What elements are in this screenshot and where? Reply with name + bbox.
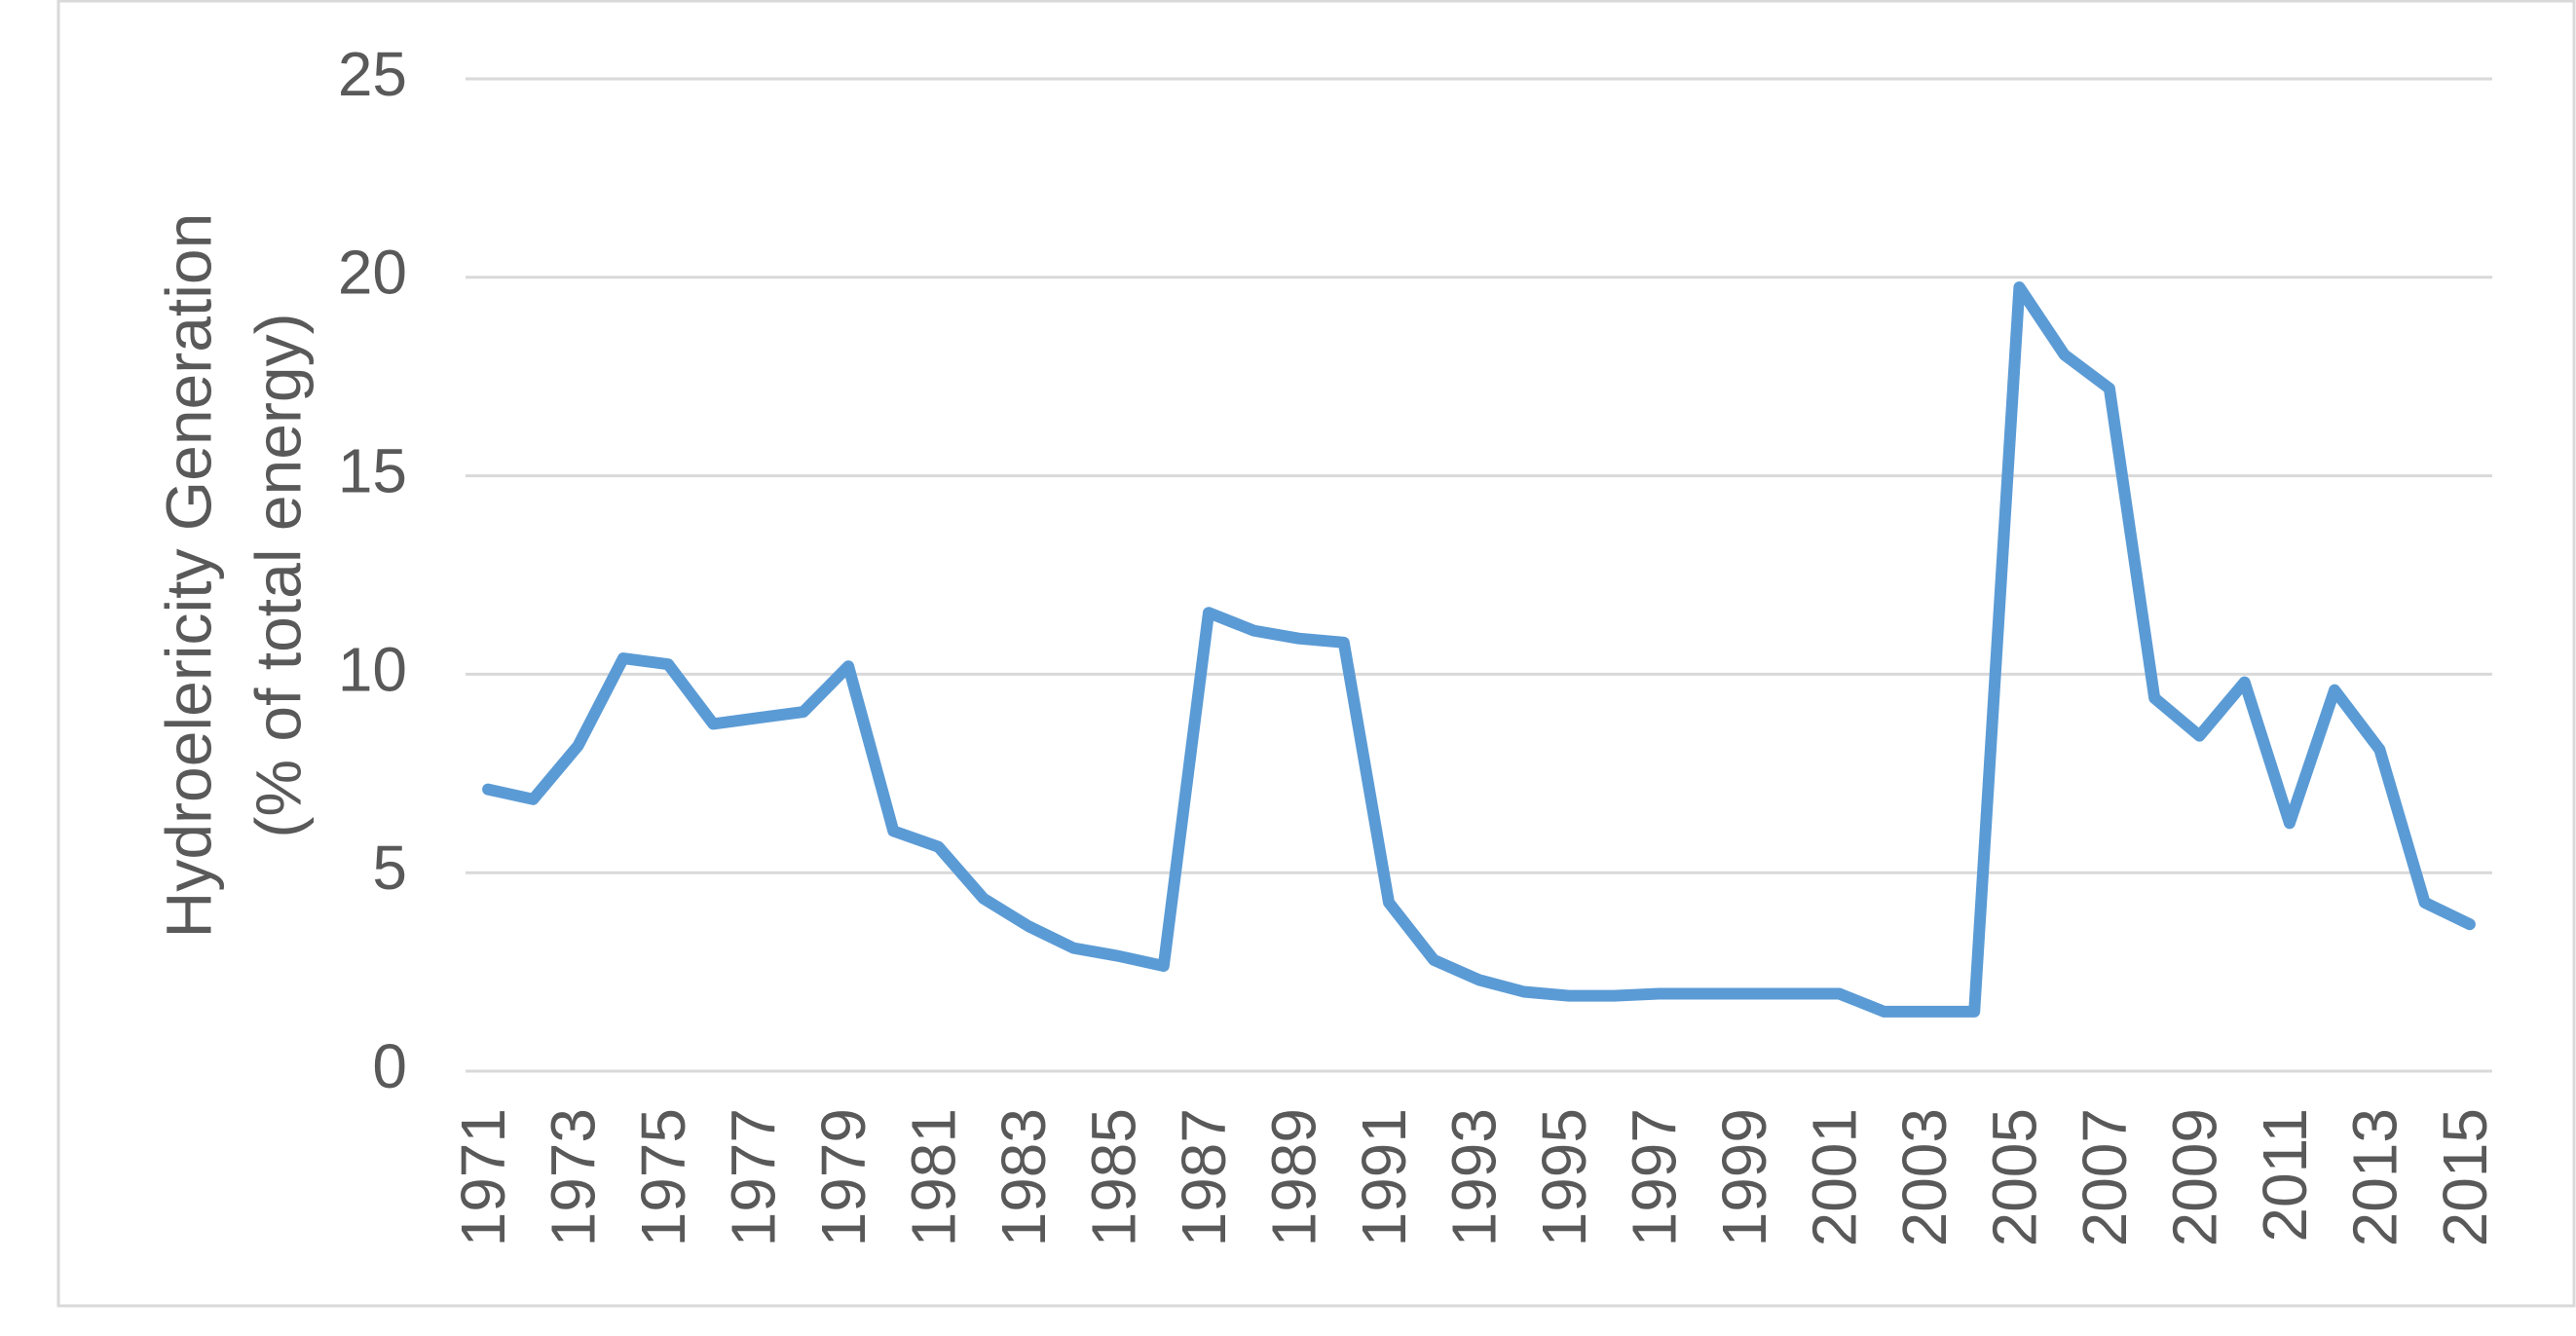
y-tick-label: 10 <box>338 634 407 704</box>
x-tick-label: 1989 <box>1258 1108 1328 1246</box>
data-line <box>482 281 2476 1018</box>
y-tick-label: 20 <box>338 238 407 308</box>
x-tick-label: 2011 <box>2250 1108 2320 1243</box>
x-tick-label: 2001 <box>1799 1108 1869 1246</box>
chart-border <box>56 0 2576 1308</box>
x-tick-label: 1983 <box>989 1108 1059 1246</box>
x-tick-label: 1971 <box>448 1108 518 1246</box>
x-tick-label: 1979 <box>808 1108 878 1246</box>
x-tick-label: 1975 <box>628 1108 698 1246</box>
x-tick-label: 1981 <box>898 1108 968 1246</box>
x-tick-label: 1977 <box>718 1108 788 1246</box>
y-axis-label: (% of total energy) <box>242 313 314 837</box>
y-tick-label: 0 <box>372 1031 407 1101</box>
x-tick-label: 1985 <box>1078 1108 1148 1246</box>
x-tick-label: 2015 <box>2430 1108 2500 1246</box>
y-tick-label: 5 <box>372 833 407 903</box>
x-tick-label: 1999 <box>1709 1108 1779 1246</box>
y-tick-label: 15 <box>338 436 407 506</box>
y-axis-label: Hydroelericity Generation <box>152 213 224 939</box>
x-tick-label: 2013 <box>2339 1108 2409 1246</box>
y-tick-label: 25 <box>338 39 407 109</box>
x-tick-label: 1993 <box>1438 1108 1509 1246</box>
x-tick-label: 2007 <box>2070 1108 2140 1246</box>
x-tick-label: 1995 <box>1529 1108 1599 1246</box>
x-tick-label: 2005 <box>1979 1108 2049 1246</box>
x-tick-label: 1997 <box>1619 1108 1689 1246</box>
x-tick-label: 2009 <box>2159 1108 2229 1246</box>
x-tick-label: 1987 <box>1169 1108 1239 1246</box>
x-tick-label: 2003 <box>1889 1108 1960 1246</box>
x-tick-label: 1973 <box>539 1108 609 1246</box>
x-tick-label: 1991 <box>1349 1108 1419 1246</box>
